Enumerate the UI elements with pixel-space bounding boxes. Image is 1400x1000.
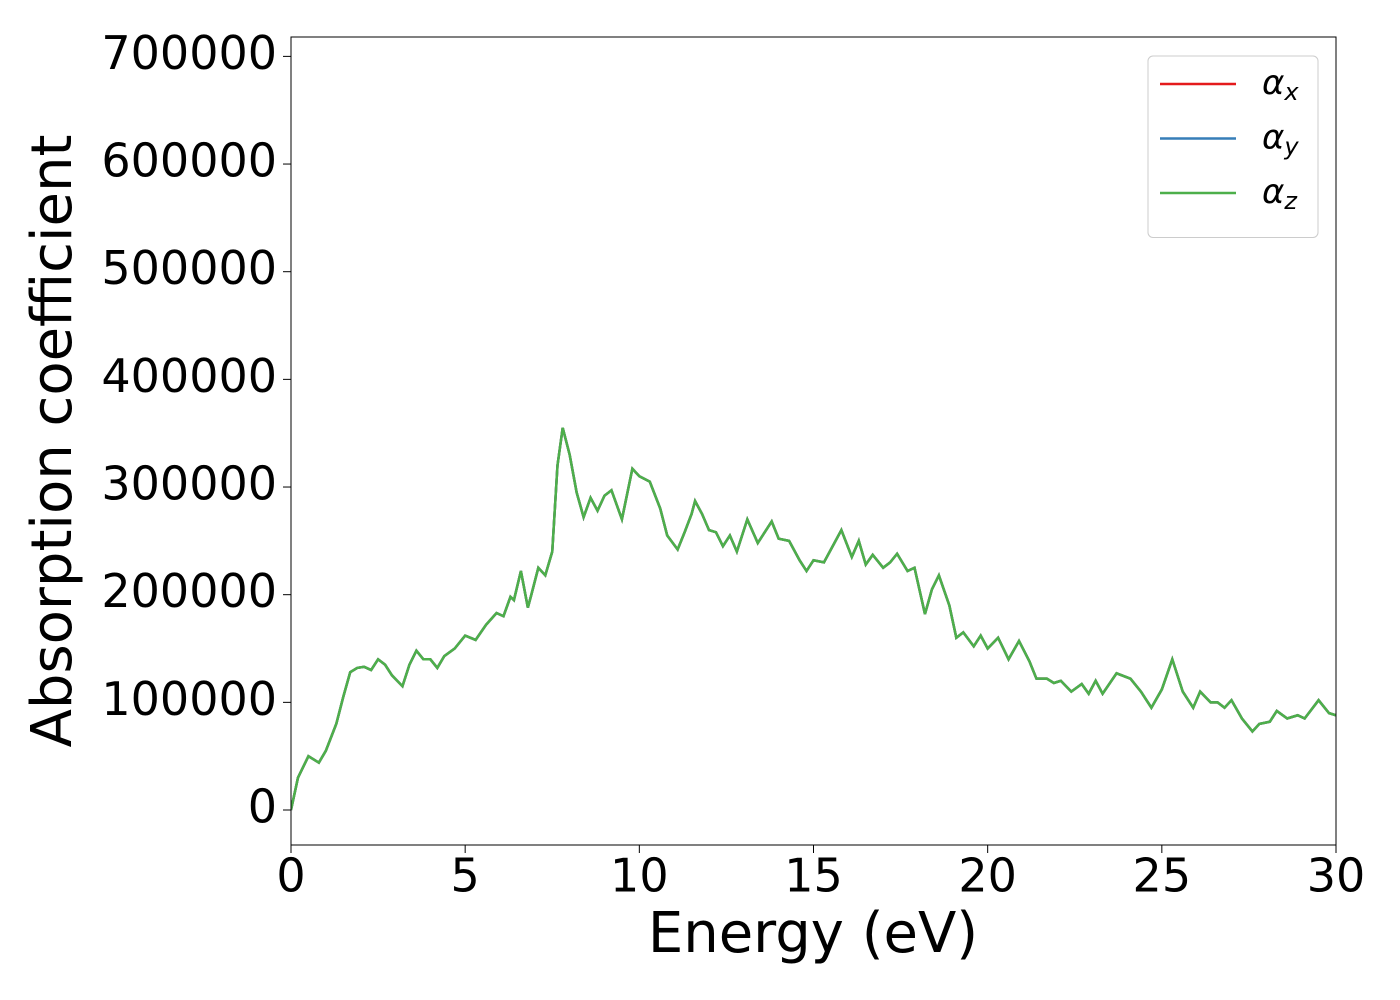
- x-tick-label: 25: [1133, 849, 1192, 903]
- x-axis-label: Energy (eV): [648, 901, 978, 966]
- y-tick-label: 200000: [101, 564, 277, 618]
- legend-label: αy: [1262, 117, 1299, 161]
- y-tick-label: 700000: [101, 26, 277, 80]
- x-tick-label: 15: [784, 849, 843, 903]
- legend-label-main: α: [1262, 63, 1284, 103]
- data-line: [291, 427, 1336, 811]
- legend-label: αx: [1262, 63, 1299, 107]
- legend-label-sub: z: [1283, 187, 1298, 215]
- x-tick-label: 20: [958, 849, 1017, 903]
- x-tick-label: 10: [610, 849, 669, 903]
- data-line: [291, 427, 1336, 811]
- y-axis-label: Absorption coefficient: [20, 135, 85, 748]
- legend-label-main: α: [1262, 117, 1284, 157]
- x-tick-label: 30: [1307, 849, 1366, 903]
- legend-label-sub: y: [1283, 133, 1299, 161]
- y-tick-label: 0: [248, 780, 277, 834]
- plot-frame: [290, 36, 1337, 846]
- y-tick-label: 300000: [101, 457, 277, 511]
- y-tick-label: 400000: [101, 349, 277, 403]
- x-tick-label: 0: [276, 849, 305, 903]
- legend-label-sub: x: [1283, 78, 1299, 106]
- legend-label: αz: [1262, 172, 1298, 216]
- x-tick-label: 5: [451, 849, 480, 903]
- y-tick-label: 600000: [101, 134, 277, 188]
- data-line: [291, 427, 1336, 811]
- y-tick-label: 100000: [101, 672, 277, 726]
- y-tick-label: 500000: [101, 241, 277, 295]
- legend-label-main: α: [1262, 172, 1284, 212]
